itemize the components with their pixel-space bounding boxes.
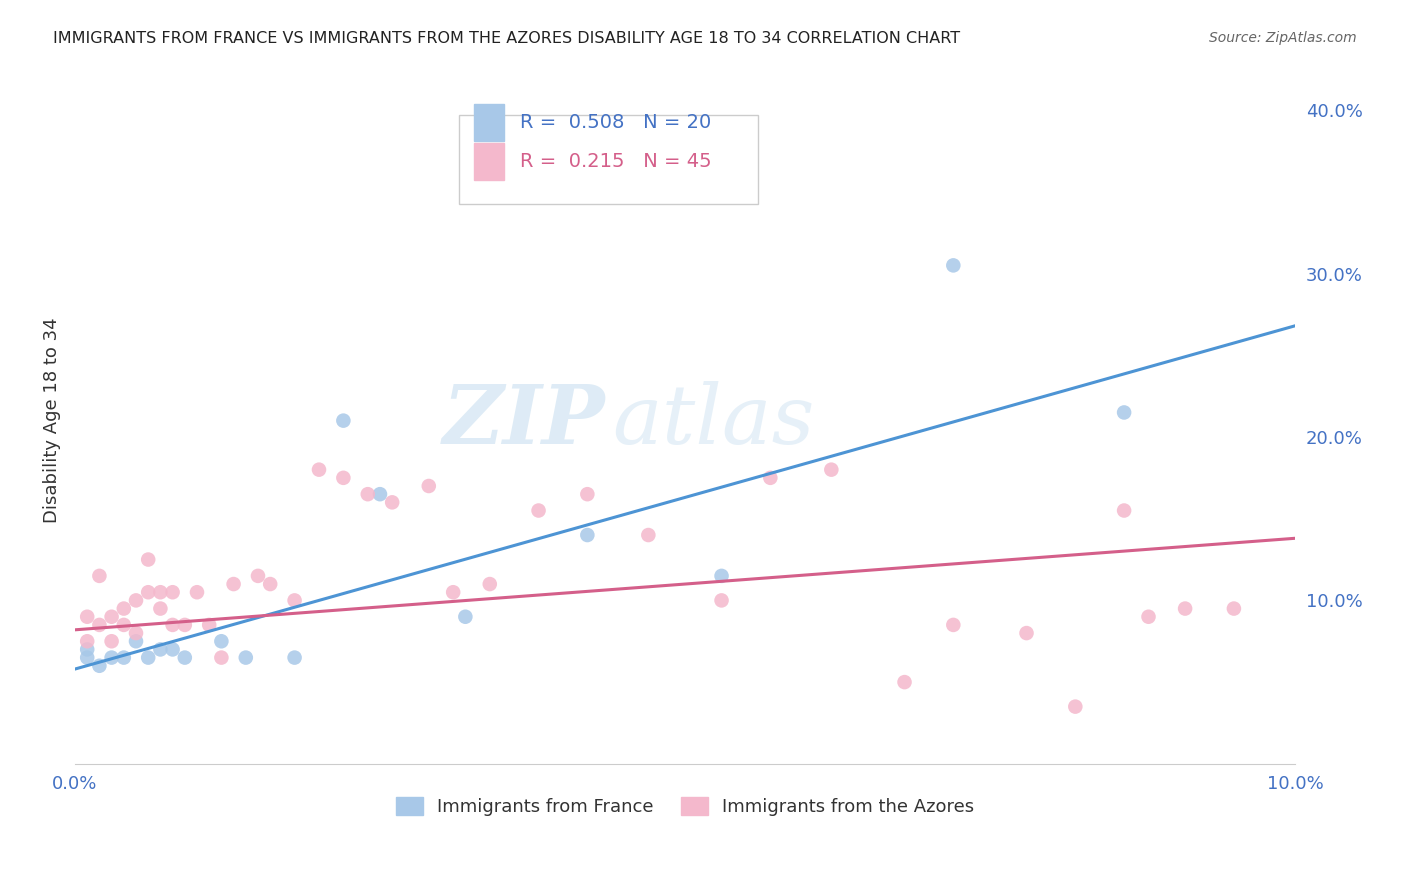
Point: [100, 650, 122, 665]
Point: [1137, 609, 1160, 624]
Point: [893, 675, 915, 690]
Point: [136, 552, 159, 566]
Text: ZIP: ZIP: [443, 381, 606, 460]
Point: [478, 577, 501, 591]
Point: [149, 642, 172, 657]
Point: [89, 569, 111, 583]
Y-axis label: Disability Age 18 to 34: Disability Age 18 to 34: [44, 318, 60, 524]
Point: [162, 585, 184, 599]
Point: [112, 601, 135, 615]
FancyBboxPatch shape: [460, 115, 758, 204]
Point: [1114, 503, 1136, 517]
Text: atlas: atlas: [612, 381, 814, 460]
Point: [332, 414, 354, 428]
Point: [76, 642, 98, 657]
Point: [89, 618, 111, 632]
Point: [710, 569, 733, 583]
Point: [381, 495, 404, 509]
Point: [368, 487, 391, 501]
Point: [136, 650, 159, 665]
Point: [209, 634, 232, 648]
Point: [576, 528, 599, 542]
Point: [149, 585, 172, 599]
Point: [149, 601, 172, 615]
Point: [76, 634, 98, 648]
Point: [1174, 601, 1197, 615]
FancyBboxPatch shape: [474, 103, 505, 141]
Point: [454, 609, 477, 624]
Point: [112, 650, 135, 665]
Point: [112, 618, 135, 632]
Point: [1064, 699, 1087, 714]
Text: R =  0.508   N = 20: R = 0.508 N = 20: [520, 113, 711, 132]
Point: [198, 618, 221, 632]
Point: [308, 463, 330, 477]
Point: [637, 528, 659, 542]
Point: [173, 618, 195, 632]
Point: [1223, 601, 1246, 615]
Point: [441, 585, 464, 599]
Point: [942, 618, 965, 632]
Point: [357, 487, 380, 501]
Point: [1015, 626, 1038, 640]
Legend: Immigrants from France, Immigrants from the Azores: Immigrants from France, Immigrants from …: [388, 789, 981, 823]
Point: [759, 471, 782, 485]
Point: [173, 650, 195, 665]
Text: R =  0.215   N = 45: R = 0.215 N = 45: [520, 153, 711, 171]
Point: [125, 593, 148, 607]
Point: [89, 658, 111, 673]
Point: [100, 634, 122, 648]
Text: IMMIGRANTS FROM FRANCE VS IMMIGRANTS FROM THE AZORES DISABILITY AGE 18 TO 34 COR: IMMIGRANTS FROM FRANCE VS IMMIGRANTS FRO…: [53, 31, 960, 46]
Point: [76, 609, 98, 624]
Point: [125, 634, 148, 648]
Point: [186, 585, 208, 599]
Point: [527, 503, 550, 517]
Point: [235, 650, 257, 665]
Point: [246, 569, 269, 583]
FancyBboxPatch shape: [474, 143, 505, 180]
Point: [76, 650, 98, 665]
Point: [125, 626, 148, 640]
Point: [332, 471, 354, 485]
Point: [162, 642, 184, 657]
Point: [209, 650, 232, 665]
Point: [942, 259, 965, 273]
Point: [418, 479, 440, 493]
Point: [162, 618, 184, 632]
Point: [820, 463, 842, 477]
Point: [136, 585, 159, 599]
Point: [259, 577, 281, 591]
Point: [284, 650, 307, 665]
Point: [710, 593, 733, 607]
Point: [1114, 405, 1136, 419]
Point: [222, 577, 245, 591]
Point: [100, 609, 122, 624]
Text: Source: ZipAtlas.com: Source: ZipAtlas.com: [1209, 31, 1357, 45]
Point: [284, 593, 307, 607]
Point: [576, 487, 599, 501]
